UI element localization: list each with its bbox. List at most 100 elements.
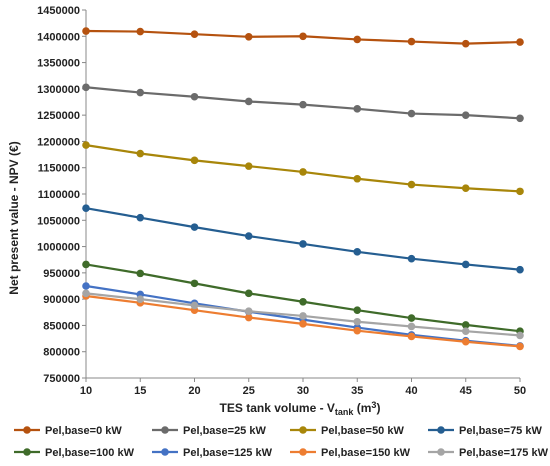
- data-point: [407, 37, 416, 46]
- data-point: [82, 204, 90, 212]
- legend-swatch-marker: [299, 426, 307, 434]
- data-point: [516, 114, 524, 123]
- data-point: [461, 111, 470, 119]
- data-point: [244, 289, 253, 298]
- data-point: [190, 92, 199, 101]
- legend-label: Pel,base=0 kW: [45, 425, 122, 437]
- y-tick-label: 750000: [43, 373, 80, 385]
- data-point: [136, 27, 145, 36]
- data-point: [190, 223, 199, 231]
- axes: [82, 9, 521, 382]
- data-point: [244, 33, 253, 41]
- data-point: [244, 232, 253, 240]
- data-point: [82, 282, 90, 290]
- legend-swatch-marker: [161, 426, 169, 434]
- series-7: [82, 289, 524, 340]
- data-point: [299, 312, 307, 320]
- data-point: [190, 279, 199, 288]
- data-point: [82, 27, 90, 35]
- y-tick-label: 1400000: [37, 31, 80, 43]
- x-tick-label: 35: [351, 385, 363, 397]
- legend-label: Pel,base=150 kW: [321, 447, 411, 459]
- x-tick-label: 45: [460, 385, 472, 397]
- legend-item: Pel,base=150 kW: [290, 447, 411, 459]
- data-point: [461, 337, 470, 346]
- data-point: [136, 149, 145, 158]
- y-tick-label: 1200000: [37, 136, 80, 148]
- x-axis-title-subscript: tank: [335, 407, 355, 417]
- data-point: [299, 168, 307, 176]
- data-point: [516, 265, 524, 274]
- data-point: [244, 162, 253, 170]
- legend-label: Pel,base=125 kW: [183, 447, 273, 459]
- x-tick-label: 10: [80, 385, 92, 397]
- data-point: [461, 184, 470, 193]
- legend-swatch-marker: [437, 448, 445, 456]
- legend-item: Pel,base=0 kW: [14, 425, 122, 437]
- y-tick-label: 1450000: [37, 5, 80, 17]
- x-tick-label: 25: [243, 385, 255, 397]
- x-tick-label: 40: [405, 385, 417, 397]
- series-1: [82, 83, 524, 123]
- data-point: [299, 240, 307, 248]
- x-axis-title-unit-close: ): [376, 401, 380, 415]
- data-point: [516, 187, 524, 196]
- data-point: [353, 306, 362, 314]
- y-tick-label: 1150000: [38, 163, 80, 175]
- data-point: [136, 269, 145, 278]
- data-point: [461, 260, 470, 269]
- data-point: [244, 313, 253, 322]
- data-point: [190, 301, 199, 310]
- data-point: [82, 289, 90, 298]
- data-point: [190, 156, 199, 165]
- data-point: [136, 295, 145, 303]
- data-point: [82, 260, 90, 269]
- x-tick-label: 50: [514, 385, 526, 397]
- data-point: [353, 248, 362, 256]
- data-point: [82, 141, 90, 149]
- x-axis-title-superscript: 3: [371, 400, 376, 410]
- data-point: [353, 105, 362, 113]
- y-tick-label: 900000: [43, 294, 80, 306]
- y-axis-title: Net present value - NPV (€): [7, 141, 21, 294]
- legend-swatch-marker: [23, 426, 31, 434]
- x-tick-label: 15: [134, 385, 146, 397]
- data-point: [353, 317, 362, 326]
- y-tick-labels: 750000 800000 850000 900000 950000 1000000 105…: [37, 5, 80, 385]
- data-point: [407, 314, 416, 322]
- legend-label: Pel,base=100 kW: [45, 447, 135, 459]
- data-point: [461, 327, 470, 336]
- legend-swatch-marker: [299, 448, 307, 456]
- data-point: [407, 332, 416, 341]
- legend-item: Pel,base=100 kW: [14, 447, 135, 459]
- series-3: [82, 204, 524, 274]
- x-axis-title: TES tank volume - Vtank (m3): [220, 400, 381, 417]
- data-point: [516, 342, 524, 351]
- data-point: [353, 35, 362, 44]
- data-point: [407, 254, 416, 263]
- x-tick-label: 30: [297, 385, 309, 397]
- data-point: [516, 331, 524, 340]
- legend-item: Pel,base=125 kW: [152, 447, 273, 459]
- data-point: [244, 97, 253, 106]
- legend: Pel,base=0 kW Pel,base=25 kW Pel,base=50 k…: [14, 425, 549, 459]
- x-axis-title-main: TES tank volume - V: [220, 401, 335, 415]
- y-tick-label: 1350000: [37, 58, 80, 70]
- data-point: [299, 320, 307, 328]
- x-tick-label: 20: [188, 385, 200, 397]
- legend-label: Pel,base=175 kW: [459, 447, 549, 459]
- series-line: [85, 207, 521, 271]
- data-point: [299, 297, 307, 306]
- data-point: [82, 83, 90, 92]
- series-layer: [82, 27, 524, 351]
- y-tick-label: 1000000: [37, 242, 80, 254]
- data-point: [136, 213, 145, 222]
- data-point: [190, 30, 199, 38]
- legend-item: Pel,base=25 kW: [152, 425, 266, 437]
- legend-item: Pel,base=75 kW: [428, 425, 542, 437]
- series-2: [82, 141, 524, 196]
- y-tick-label: 1050000: [37, 215, 80, 227]
- x-axis-title-unit-open: (m: [353, 401, 371, 415]
- legend-swatch-marker: [23, 448, 31, 456]
